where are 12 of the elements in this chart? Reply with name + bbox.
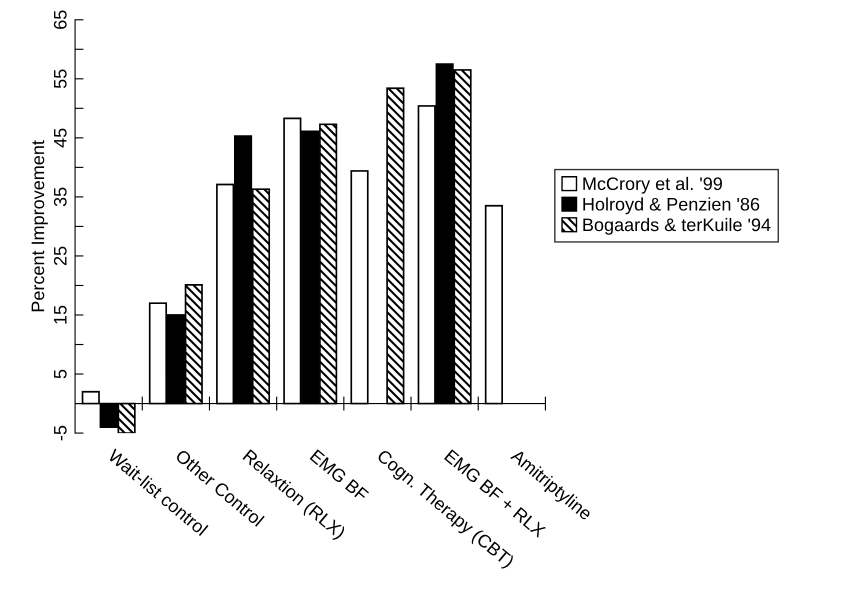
legend-label: McCrory et al. '99 [583,176,722,194]
y-tick-label: 55 [54,70,67,88]
legend-label: Bogaards & terKuile '94 [583,218,771,235]
y-tick-label: 45 [54,128,67,148]
y-tick-label: 35 [54,188,67,206]
y-axis-title: Percent Improvement [32,140,48,312]
y-tick-label: 15 [54,306,67,324]
y-tick-label: -5 [54,426,67,440]
legend-label: Holroyd & Penzien '86 [583,197,760,214]
y-tick-label: 5 [54,370,67,378]
y-tick-label: 25 [54,246,67,266]
y-tick-label: 65 [54,10,67,29]
